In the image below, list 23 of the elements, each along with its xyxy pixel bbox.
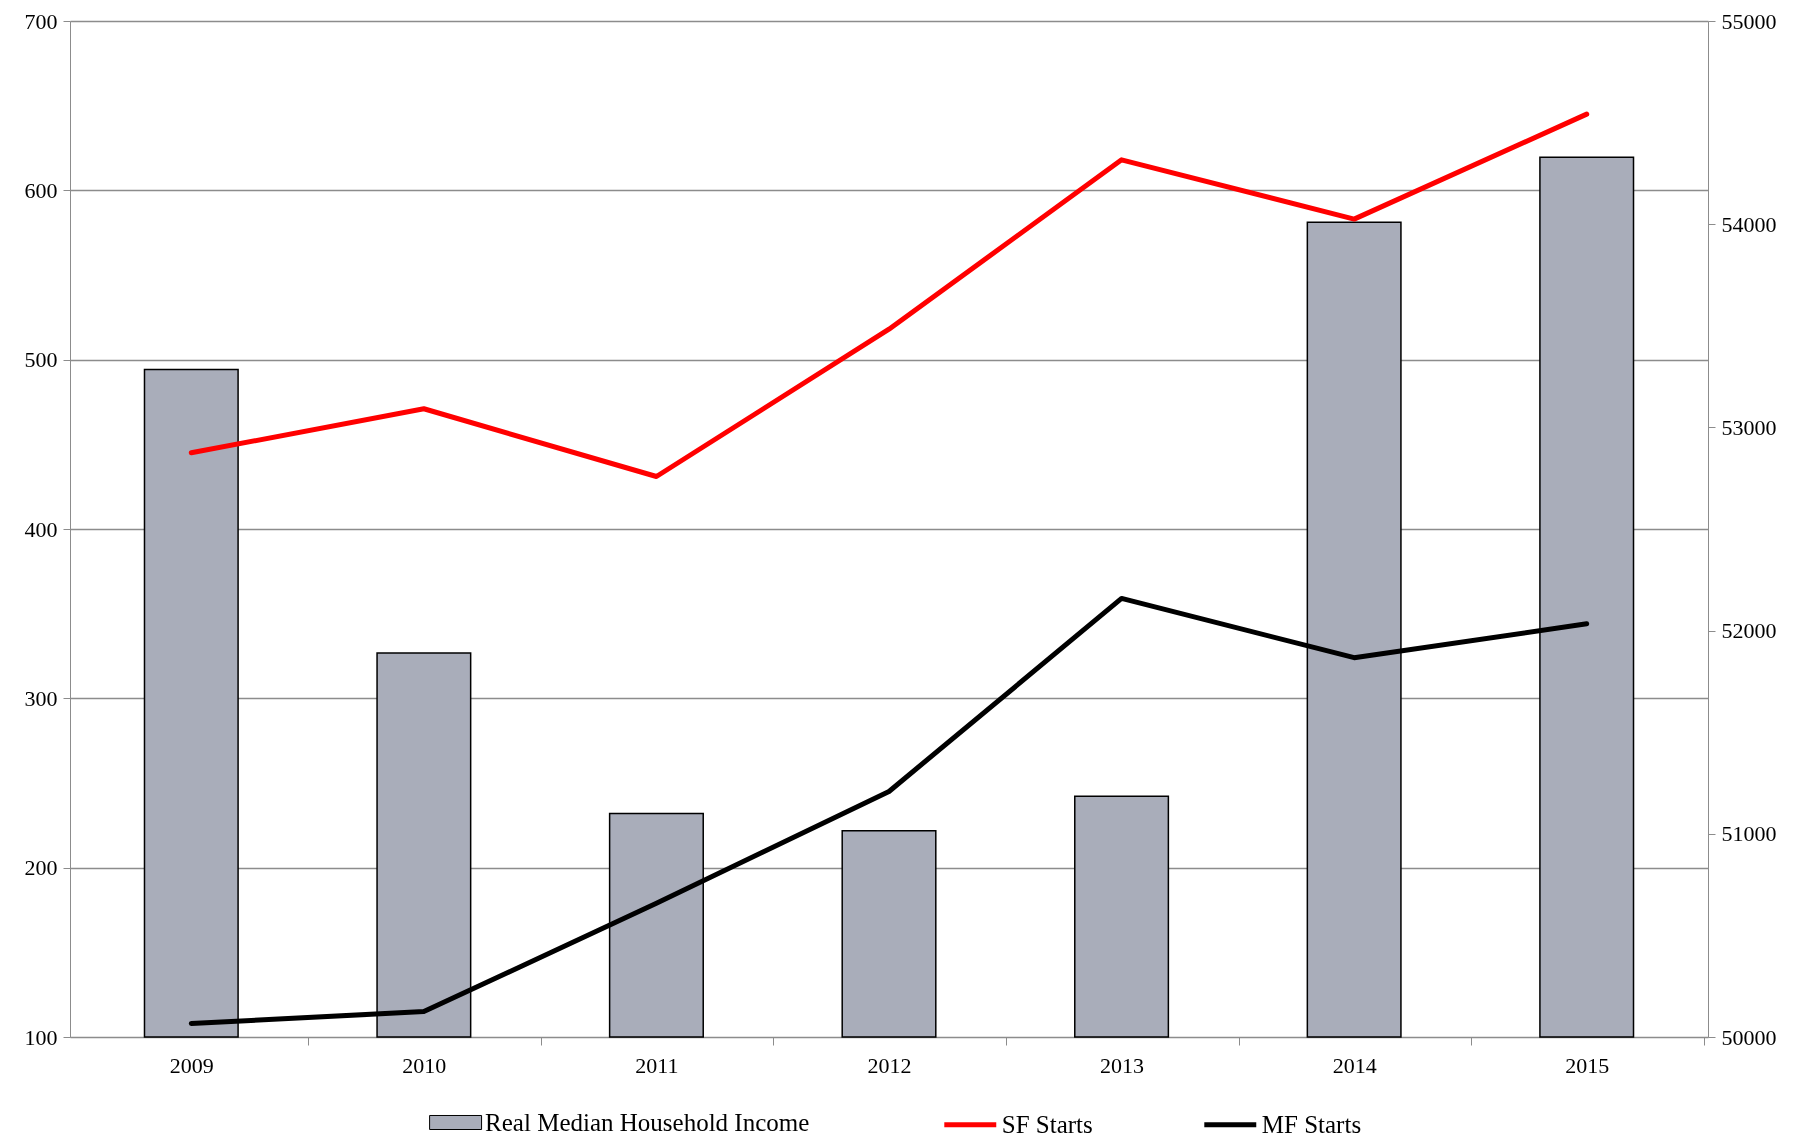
legend-label: Real Median Household Income xyxy=(485,1108,810,1135)
x-tick-label: 2013 xyxy=(1100,1052,1145,1078)
y2-tick-label: 53000 xyxy=(1721,414,1777,440)
y-tick-label: 600 xyxy=(24,177,58,203)
x-tick-label: 2014 xyxy=(1332,1052,1377,1078)
x-tick-label: 2011 xyxy=(635,1052,679,1078)
x-tick-label: 2015 xyxy=(1565,1052,1610,1078)
y2-tick-label: 54000 xyxy=(1721,211,1777,237)
y-tick-label: 500 xyxy=(24,347,58,373)
legend-label: MF Starts xyxy=(1261,1110,1362,1135)
y2-tick-label: 51000 xyxy=(1721,821,1777,847)
x-tick-label: 2010 xyxy=(402,1052,447,1078)
y2-tick-label: 52000 xyxy=(1721,618,1777,644)
y-tick-label: 200 xyxy=(24,855,58,881)
y-tick-label: 300 xyxy=(24,685,58,711)
y2-tick-label: 55000 xyxy=(1721,8,1777,34)
y-tick-label: 700 xyxy=(24,8,58,34)
x-tick-label: 2012 xyxy=(867,1052,912,1078)
y-tick-label: 100 xyxy=(24,1024,58,1050)
x-tick-label: 2009 xyxy=(169,1052,214,1078)
y-tick-label: 400 xyxy=(24,516,58,542)
y2-tick-label: 50000 xyxy=(1721,1024,1777,1050)
legend-label: SF Starts xyxy=(1001,1110,1093,1135)
